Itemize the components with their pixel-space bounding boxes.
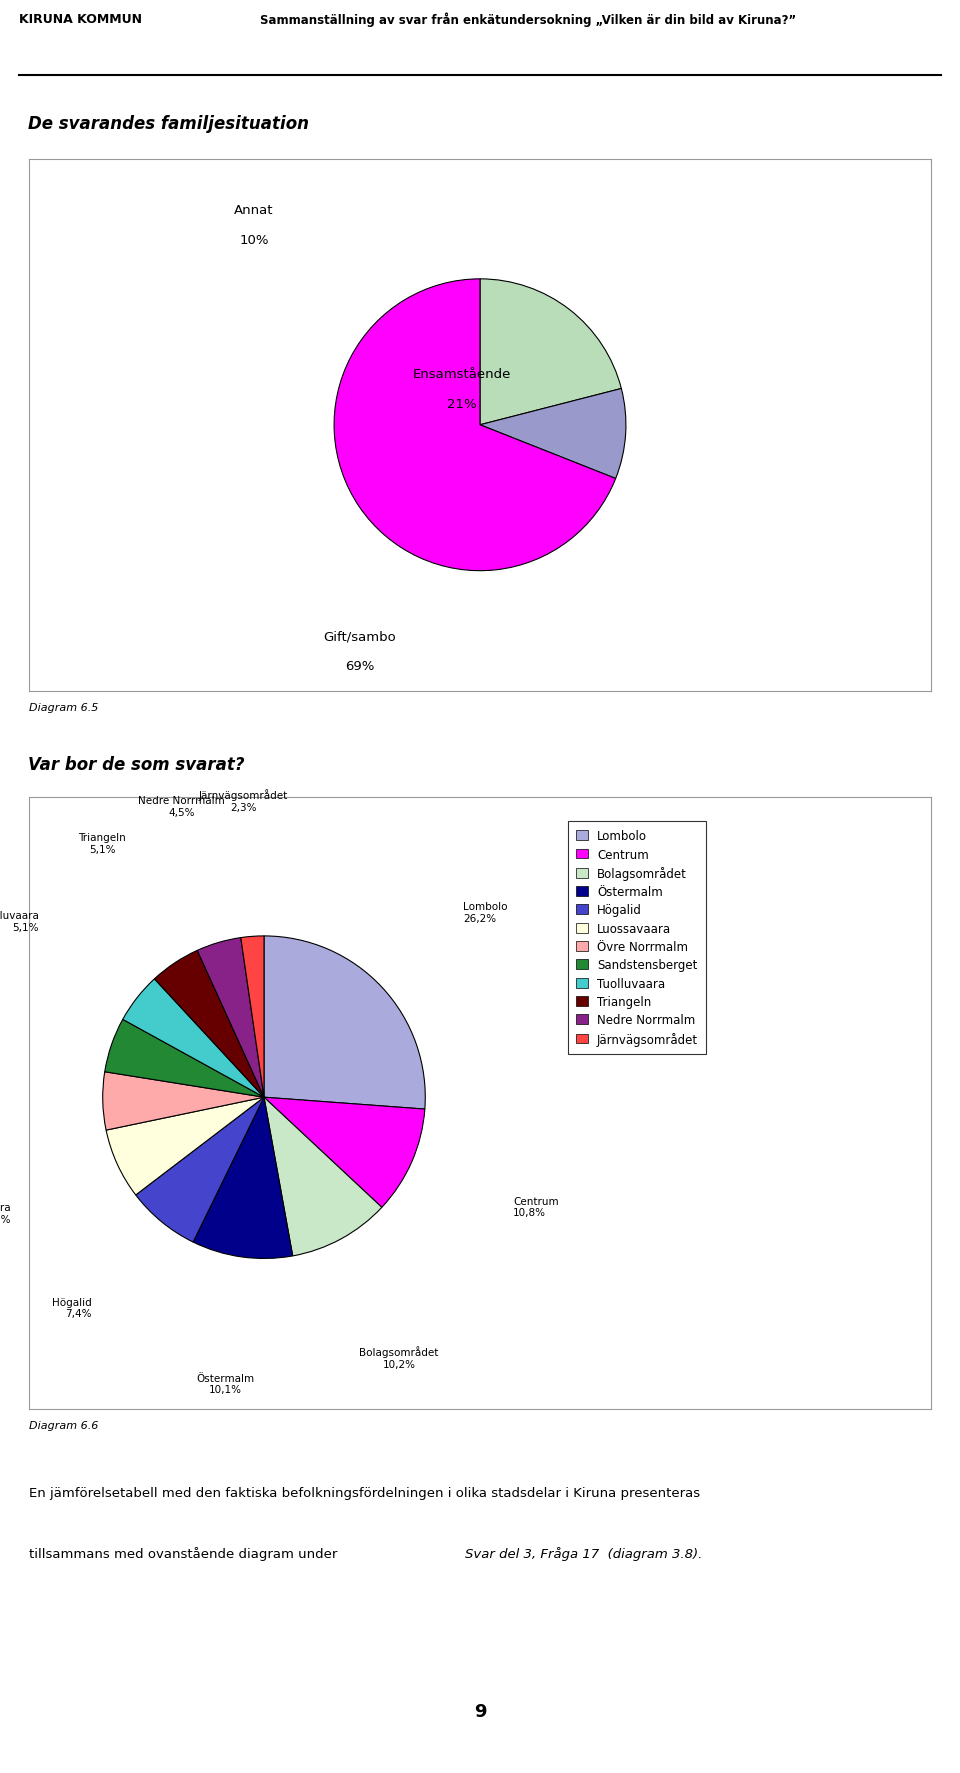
Text: Järnvägsområdet
2,3%: Järnvägsområdet 2,3%: [199, 789, 288, 812]
Wedge shape: [480, 280, 621, 426]
Text: Sammanställning av svar från enkätundersokning „Vilken är din bild av Kiruna?”: Sammanställning av svar från enkätunders…: [260, 12, 796, 27]
Wedge shape: [135, 1097, 264, 1243]
Text: Diagram 6.6: Diagram 6.6: [29, 1420, 98, 1431]
Text: Triangeln
5,1%: Triangeln 5,1%: [79, 833, 126, 855]
Wedge shape: [107, 1097, 264, 1195]
Wedge shape: [334, 280, 615, 571]
Text: KIRUNA KOMMUN: KIRUNA KOMMUN: [19, 14, 142, 27]
Text: Gift/sambo

69%: Gift/sambo 69%: [324, 629, 396, 674]
Wedge shape: [241, 936, 264, 1097]
Wedge shape: [193, 1097, 293, 1259]
Legend: Lombolo, Centrum, Bolagsområdet, Östermalm, Högalid, Luossavaara, Övre Norrmalm,: Lombolo, Centrum, Bolagsområdet, Österma…: [567, 821, 707, 1055]
Wedge shape: [123, 979, 264, 1097]
Text: Centrum
10,8%: Centrum 10,8%: [514, 1195, 559, 1218]
Wedge shape: [103, 1073, 264, 1131]
Text: Diagram 6.5: Diagram 6.5: [29, 702, 98, 713]
Text: De svarandes familjesituation: De svarandes familjesituation: [29, 115, 309, 133]
Text: Tuolluvaara
5,1%: Tuolluvaara 5,1%: [0, 911, 38, 933]
Wedge shape: [264, 1097, 382, 1257]
Text: Lombolo
26,2%: Lombolo 26,2%: [464, 902, 508, 924]
Text: Annat

10%: Annat 10%: [234, 204, 274, 246]
Wedge shape: [105, 1019, 264, 1097]
Wedge shape: [480, 390, 626, 479]
Text: Luossavaara
7,1%: Luossavaara 7,1%: [0, 1202, 11, 1223]
Text: Nedre Norrmalm
4,5%: Nedre Norrmalm 4,5%: [138, 796, 225, 817]
Text: tillsammans med ovanstående diagram under: tillsammans med ovanstående diagram unde…: [29, 1546, 342, 1560]
Wedge shape: [264, 936, 425, 1110]
Text: Var bor de som svarat?: Var bor de som svarat?: [29, 755, 245, 773]
Text: Östermalm
10,1%: Östermalm 10,1%: [197, 1372, 254, 1395]
Wedge shape: [264, 1097, 425, 1207]
Text: Ensamstående

21%: Ensamstående 21%: [413, 367, 511, 411]
Text: 9: 9: [473, 1702, 487, 1720]
Wedge shape: [197, 938, 264, 1097]
Wedge shape: [155, 950, 264, 1097]
Text: Bolagsområdet
10,2%: Bolagsområdet 10,2%: [359, 1346, 439, 1369]
Text: Högalid
7,4%: Högalid 7,4%: [52, 1298, 91, 1319]
Text: En jämförelsetabell med den faktiska befolkningsfördelningen i olika stadsdelar : En jämförelsetabell med den faktiska bef…: [29, 1486, 700, 1498]
Text: Svar del 3, Fråga 17  (diagram 3.8).: Svar del 3, Fråga 17 (diagram 3.8).: [465, 1546, 702, 1560]
